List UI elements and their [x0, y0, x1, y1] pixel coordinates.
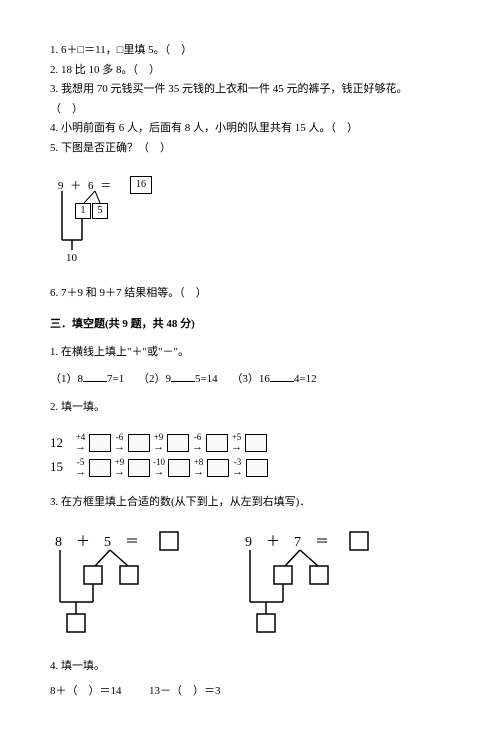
svg-text:8 ＋ 5 ＝: 8 ＋ 5 ＝ [55, 535, 139, 550]
svg-text:9 ＋ 7 ＝: 9 ＋ 7 ＝ [245, 535, 329, 550]
s3q1-2a: （2）9 [138, 373, 171, 385]
chain-box [168, 459, 190, 477]
chain-step: +9→ [153, 433, 164, 453]
s3q1-1b: 7=1 [107, 373, 124, 385]
s3q4-2: 13－（ ）＝3 [149, 685, 221, 697]
s3-q1-items: （1）8 7=1 （2）9 5=14 （3）16 4=12 [50, 369, 450, 389]
chain-step: -6→ [114, 433, 125, 453]
tree-a: 8 ＋ 5 ＝ [50, 528, 200, 638]
s3-q1: 1. 在横线上填上"＋"或"－"。 [50, 344, 450, 362]
chain-diagram: 12 +4→ -6→ +9→ -6→ +5→ 15 -5→ +9→ -10→ +8→ -3→ [50, 433, 450, 479]
chain2-start: 15 [50, 457, 72, 478]
chain-step: -10→ [153, 458, 165, 478]
chain-box [89, 434, 111, 452]
d1-box-1: 1 [75, 203, 91, 219]
chain-step: -3→ [232, 458, 243, 478]
chain-box [206, 434, 228, 452]
question-1: 1. 6＋□＝11，□里填 5。（ ） [50, 42, 450, 60]
chain1-start: 12 [50, 433, 72, 454]
s3-q3: 3. 在方框里填上合适的数(从下到上，从左到右填写)． [50, 494, 450, 512]
s3-q2: 2. 填一填。 [50, 399, 450, 417]
chain-step: +9→ [114, 458, 125, 478]
s3-q4-items: 8＋（ ）＝14 13－（ ）＝3 [50, 683, 450, 701]
question-3b: （ ） [50, 101, 450, 119]
question-6: 6. 7＋9 和 9＋7 结果相等。（ ） [50, 285, 450, 303]
blank [83, 369, 107, 382]
chain-box [207, 459, 229, 477]
chain-step: -6→ [192, 433, 203, 453]
chain-step: +4→ [75, 433, 86, 453]
tree-b: 9 ＋ 7 ＝ [240, 528, 390, 638]
s3q1-3b: 4=12 [294, 373, 317, 385]
blank [270, 369, 294, 382]
chain-box [128, 459, 150, 477]
d1-box-16: 16 [130, 176, 152, 194]
chain-box [167, 434, 189, 452]
chain-box [128, 434, 150, 452]
d1-expr: 9 ＋ 6 ＝ [58, 178, 113, 196]
s3q1-1a: （1）8 [50, 373, 83, 385]
chain-step: -5→ [75, 458, 86, 478]
question-5: 5. 下图是否正确？（ ） [50, 140, 450, 158]
d1-box-5: 5 [92, 203, 108, 219]
chain-box [245, 434, 267, 452]
question-4: 4. 小明前面有 6 人，后面有 8 人，小明的队里共有 15 人。（ ） [50, 120, 450, 138]
chain-box [89, 459, 111, 477]
d1-ten: 10 [66, 250, 77, 268]
question-3: 3. 我想用 70 元钱买一件 35 元钱的上衣和一件 45 元的裤子，钱正好够… [50, 81, 450, 99]
diagram-3: 8 ＋ 5 ＝ 9 ＋ 7 ＝ [50, 528, 450, 638]
blank [171, 369, 195, 382]
chain-box [246, 459, 268, 477]
s3q4-1: 8＋（ ）＝14 [50, 685, 122, 697]
question-2: 2. 18 比 10 多 8。（ ） [50, 62, 450, 80]
chain-step: +8→ [193, 458, 204, 478]
s3-q4: 4. 填一填。 [50, 658, 450, 676]
chain-step: +5→ [231, 433, 242, 453]
s3q1-3a: （3）16 [231, 373, 270, 385]
s3q1-2b: 5=14 [195, 373, 218, 385]
diagram-1: 9 ＋ 6 ＝ 16 1 5 10 [50, 178, 190, 273]
section-3-title: 三．填空题(共 9 题，共 48 分) [50, 316, 450, 334]
